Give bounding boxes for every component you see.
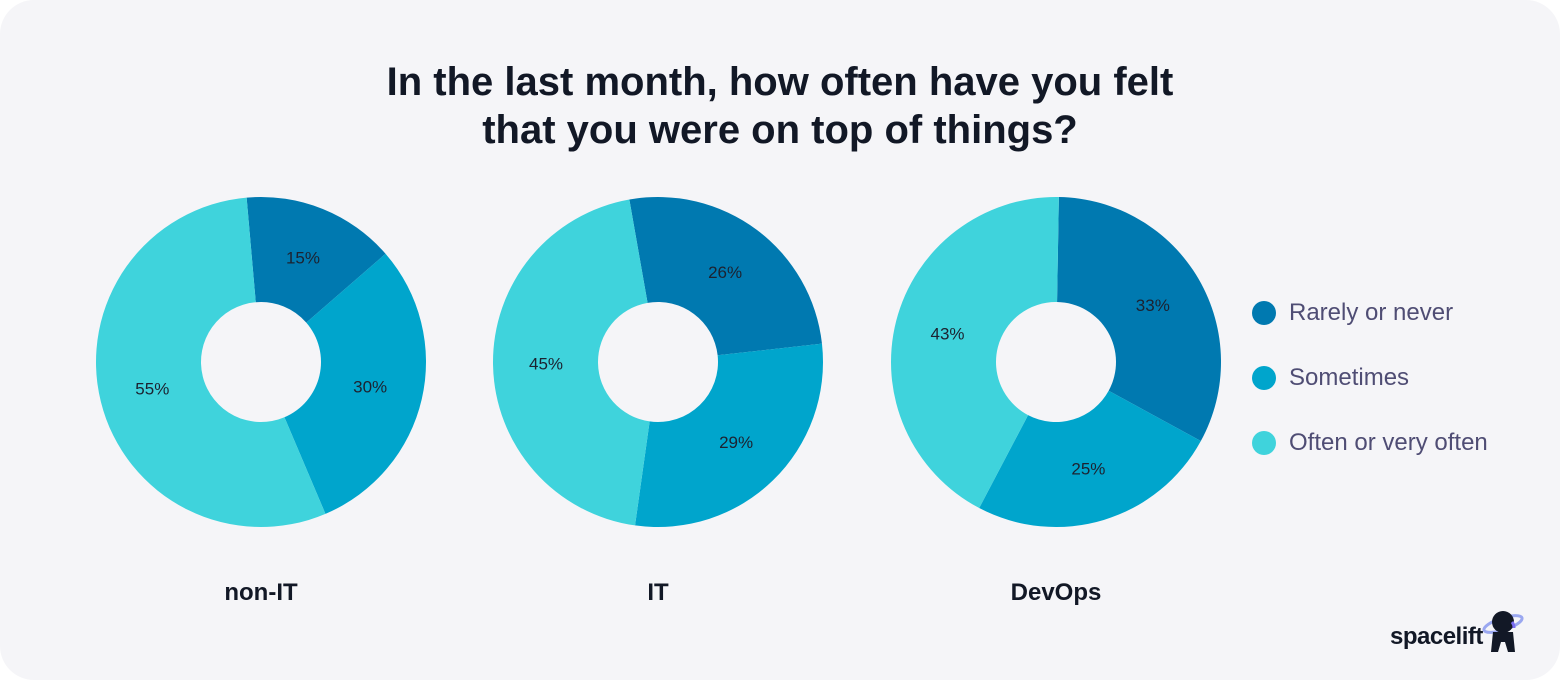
spacelift-logo: spacelift <box>1390 608 1525 652</box>
slice-label: 25% <box>1071 460 1105 479</box>
slice-label: 33% <box>1136 296 1170 315</box>
group-label-non-it: non-IT <box>224 579 298 606</box>
slice-it-sometimes <box>635 343 823 527</box>
legend-item-often-or-very-often: Often or very often <box>1252 410 1488 475</box>
donut-non-it: 15% 30% 55% non-IT <box>96 196 426 606</box>
group-label-devops: DevOps <box>1011 579 1102 606</box>
slice-it-often-or-very-often <box>492 199 650 526</box>
donut-devops: 33% 25% 43% DevOps <box>890 196 1221 606</box>
slice-non-it-rarely-or-never <box>246 196 386 323</box>
group-label-it: IT <box>647 579 669 606</box>
chart-title-line-1: In the last month, how often have you fe… <box>386 60 1174 104</box>
astronaut-icon <box>1482 611 1524 652</box>
slice-label: 30% <box>353 378 387 397</box>
legend-item-sometimes: Sometimes <box>1252 345 1488 410</box>
slice-it-rarely-or-never <box>629 197 822 356</box>
slice-label: 43% <box>930 325 964 344</box>
slice-devops-often-or-very-often <box>890 196 1059 509</box>
legend-swatch-often-or-very-often <box>1252 430 1276 455</box>
slice-non-it-sometimes <box>284 253 426 514</box>
legend-label: Rarely or never <box>1289 298 1454 326</box>
slice-label: 45% <box>529 354 563 373</box>
legend: Rarely or never Sometimes Often or very … <box>1252 280 1488 475</box>
slice-devops-sometimes <box>979 390 1201 527</box>
chart-title: In the last month, how often have you fe… <box>0 58 1560 154</box>
slice-devops-rarely-or-never <box>1057 197 1221 442</box>
legend-label: Sometimes <box>1289 363 1410 391</box>
legend-item-rarely-or-never: Rarely or never <box>1252 280 1488 345</box>
legend-swatch-rarely-or-never <box>1252 300 1276 325</box>
slice-non-it-often-or-very-often <box>96 197 326 527</box>
donut-it: 26% 29% 45% IT <box>492 197 823 606</box>
legend-swatch-sometimes <box>1252 365 1276 390</box>
slice-label: 29% <box>719 433 753 452</box>
slice-label: 15% <box>286 249 320 268</box>
chart-title-line-2: that you were on top of things? <box>482 108 1078 152</box>
slice-label: 55% <box>135 380 169 399</box>
legend-label: Often or very often <box>1289 428 1488 456</box>
slice-label: 26% <box>708 263 742 282</box>
brand-name: spacelift <box>1390 623 1483 650</box>
